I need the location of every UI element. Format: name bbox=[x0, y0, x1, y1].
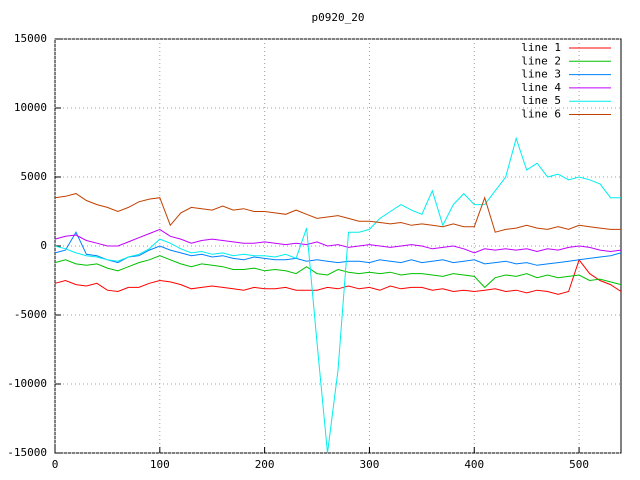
data-line bbox=[54, 193, 621, 233]
legend-label: line 4 bbox=[521, 81, 561, 94]
y-tick-label: -15000 bbox=[7, 446, 47, 459]
x-tick-label: 300 bbox=[360, 458, 380, 471]
y-tick-label: 15000 bbox=[14, 32, 47, 45]
data-line bbox=[54, 231, 622, 266]
x-tick-label: 0 bbox=[52, 458, 59, 471]
data-line bbox=[54, 228, 622, 254]
data-line bbox=[54, 136, 621, 454]
x-tick-label: 100 bbox=[150, 458, 170, 471]
x-tick-label: 200 bbox=[255, 458, 275, 471]
legend-label: line 1 bbox=[521, 41, 561, 54]
y-tick-label: -5000 bbox=[14, 308, 47, 321]
legend-label: line 6 bbox=[521, 108, 561, 121]
y-tick-label: 10000 bbox=[14, 101, 47, 114]
y-tick-label: 5000 bbox=[21, 170, 48, 183]
y-tick-label: -10000 bbox=[7, 377, 47, 390]
legend-label: line 5 bbox=[521, 94, 561, 107]
x-tick-label: 500 bbox=[569, 458, 589, 471]
y-tick-label: 0 bbox=[40, 239, 47, 252]
x-tick-label: 400 bbox=[464, 458, 484, 471]
legend-label: line 2 bbox=[521, 54, 561, 67]
data-line bbox=[54, 255, 622, 289]
data-line bbox=[54, 258, 622, 295]
chart-title: p0920_20 bbox=[312, 11, 365, 24]
legend-label: line 3 bbox=[521, 68, 561, 81]
